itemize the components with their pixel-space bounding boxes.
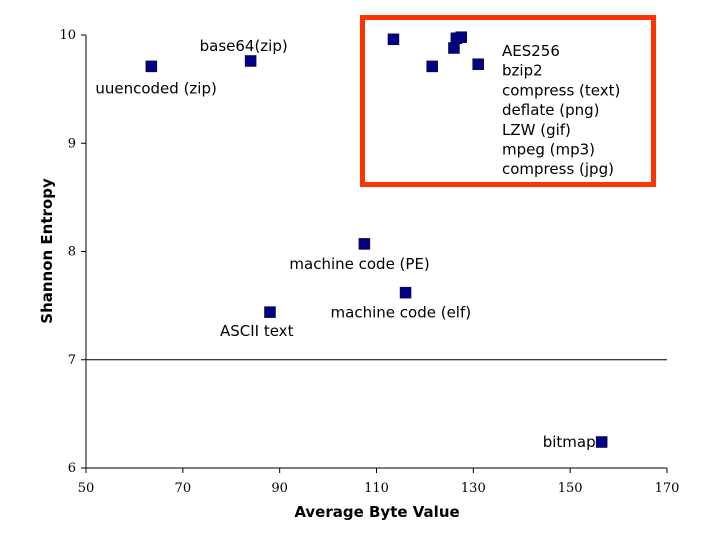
x-tick-label: 50 [78, 481, 95, 496]
y-tick-label: 7 [68, 353, 76, 368]
y-tick-label: 8 [68, 245, 76, 260]
cluster-label: LZW (gif) [502, 121, 571, 139]
data-point [264, 306, 276, 318]
data-point [426, 60, 438, 73]
x-tick-label: 130 [461, 481, 486, 496]
y-tick-label: 10 [59, 28, 76, 43]
point-label: ASCII text [220, 322, 294, 340]
axes [81, 34, 668, 473]
y-tick-label: 9 [68, 136, 76, 151]
cluster-label: mpeg (mp3) [502, 141, 595, 159]
y-tick-label: 6 [68, 461, 76, 476]
data-point [472, 58, 484, 70]
y-axis-title: Shannon Entropy [38, 178, 56, 324]
data-point [448, 42, 460, 54]
data-points [145, 31, 608, 448]
cluster-label-list: AES256 bzip2 compress (text) deflate (png) L… [502, 42, 620, 178]
highlight-box [360, 15, 656, 187]
point-label: machine code (elf) [331, 304, 472, 322]
x-tick-label: 150 [558, 481, 583, 496]
point-labels: uuencoded (zip) base64(zip) machine code (… [95, 37, 595, 451]
data-point [595, 436, 608, 448]
cluster-label: compress (jpg) [502, 160, 614, 178]
cluster-label: compress (text) [502, 81, 620, 99]
cluster-label: AES256 [502, 42, 560, 60]
data-point [399, 286, 412, 299]
point-label: uuencoded (zip) [95, 79, 216, 97]
data-point [455, 31, 467, 43]
x-tick-label: 70 [175, 481, 192, 496]
cluster-label: bzip2 [502, 62, 543, 80]
data-point [145, 60, 158, 73]
x-tick-label: 170 [655, 481, 680, 496]
x-tick-label: 110 [364, 481, 389, 496]
point-label: base64(zip) [200, 37, 288, 55]
point-label: machine code (PE) [289, 255, 429, 273]
point-label: bitmap [543, 433, 596, 451]
tick-labels: 6 7 8 9 10 50 70 90 110 130 150 170 [59, 28, 679, 496]
data-point [244, 55, 257, 67]
x-axis-title: Average Byte Value [294, 503, 459, 521]
cluster-label: deflate (png) [502, 101, 600, 119]
x-tick-label: 90 [271, 481, 288, 496]
data-point [387, 33, 400, 46]
data-point [358, 238, 371, 250]
